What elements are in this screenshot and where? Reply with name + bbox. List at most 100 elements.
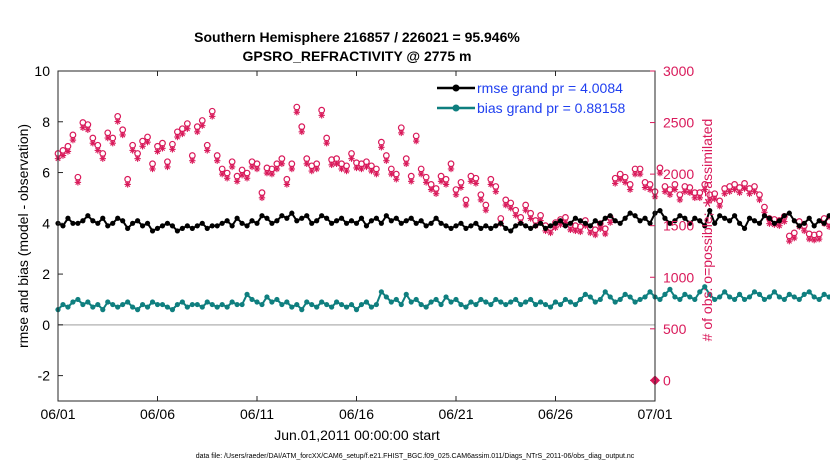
bias-point (732, 296, 738, 303)
rmse-point (329, 220, 335, 226)
bias-point (508, 299, 514, 305)
obs-assimilated-point (661, 188, 669, 195)
rmse-point (115, 215, 121, 221)
rmse-point (518, 220, 524, 226)
obs-assimilated-point (209, 113, 216, 120)
rmse-point (533, 223, 539, 229)
bias-point (617, 296, 623, 303)
obs-assimilated-point (626, 186, 634, 193)
rmse-point (607, 213, 613, 219)
rmse-series-layer (55, 207, 830, 234)
bias-point (493, 296, 499, 303)
obs-assimilated-point (159, 145, 166, 152)
rmse-point (602, 215, 608, 221)
rmse-point (174, 228, 180, 234)
obs-assimilated-point (452, 191, 460, 198)
bias-point (125, 299, 131, 305)
obs-assimilated-point (84, 126, 92, 133)
bias-point (751, 289, 758, 295)
obs-assimilated-point (114, 118, 121, 125)
rmse-point (592, 218, 598, 224)
obs-assimilated-point (656, 169, 664, 177)
bias-point (682, 291, 688, 297)
obs-assimilated-point (592, 231, 599, 239)
bias-point (771, 289, 778, 295)
obs-assimilated-point (621, 179, 629, 186)
rmse-point (334, 218, 340, 224)
obs-assimilated-point (174, 133, 181, 141)
obs-assimilated-point (308, 167, 315, 175)
obs-assimilated-point (825, 223, 830, 230)
rmse-point (343, 220, 350, 226)
rmse-point (65, 215, 71, 221)
bias-point (622, 291, 628, 297)
bias-point (239, 301, 245, 308)
rmse-point (224, 218, 230, 224)
obs-assimilated-point (607, 219, 614, 226)
bias-point (110, 301, 116, 308)
rmse-point (279, 213, 285, 219)
bias-point (791, 294, 797, 300)
obs-assimilated-point (641, 184, 649, 191)
rmse-point (229, 223, 235, 229)
rmse-point (547, 223, 554, 229)
rmse-point (398, 220, 404, 226)
obs-assimilated-point (666, 191, 674, 198)
bias-point (60, 301, 66, 308)
rmse-point (513, 223, 519, 229)
rmse-point (756, 220, 763, 226)
bias-point (264, 294, 270, 300)
rmse-point (587, 223, 593, 229)
bias-point (687, 294, 693, 300)
rmse-point (95, 220, 101, 226)
bias-point (75, 296, 81, 303)
bias-point (334, 299, 340, 305)
legend-rmse-marker (452, 84, 460, 92)
rmse-point (413, 220, 419, 226)
rmse-point (642, 215, 648, 221)
bias-point (662, 291, 668, 297)
bias-point (249, 296, 255, 303)
bias-point (746, 294, 753, 300)
rmse-point (309, 220, 315, 226)
data-file-footnote: data file: /Users/raeder/DAI/ATM_forcXX/… (196, 453, 635, 460)
bias-point (811, 294, 817, 300)
bias-point (299, 307, 305, 313)
obs-assimilated-point (701, 186, 708, 193)
rmse-point (766, 215, 773, 221)
rmse-point (70, 220, 76, 226)
bias-point (154, 301, 161, 308)
rmse-point (796, 223, 802, 229)
rmse-point (80, 218, 86, 224)
bias-point (776, 294, 782, 300)
rmse-point (597, 220, 603, 226)
rmse-point (438, 220, 444, 226)
obs-assimilated-point (278, 160, 286, 168)
obs-assimilated-point (746, 190, 753, 197)
rmse-point (557, 218, 564, 224)
obs-assimilated-point (333, 160, 340, 168)
bias-point (473, 301, 479, 308)
obs-assimilated-point (298, 128, 305, 136)
obs-assimilated-point (213, 157, 221, 164)
rmse-point (622, 215, 628, 221)
obs-assimilated-point (741, 185, 748, 192)
obs-assimilated-point (691, 194, 698, 202)
bias-point (562, 296, 569, 303)
rmse-point (781, 213, 787, 219)
rmse-point (736, 220, 743, 226)
rmse-point (304, 213, 310, 219)
rmse-point (348, 218, 355, 224)
rmse-point (184, 223, 190, 229)
rmse-point (712, 220, 718, 226)
bias-point (498, 299, 504, 305)
bias-point (144, 304, 151, 310)
rmse-point (617, 220, 623, 226)
bias-point (135, 307, 141, 313)
bias-point (279, 301, 285, 308)
rmse-point (528, 225, 534, 231)
rmse-point (388, 218, 394, 224)
obs-assimilated-point (238, 171, 246, 179)
bias-point (727, 294, 733, 300)
bias-point (736, 291, 743, 297)
